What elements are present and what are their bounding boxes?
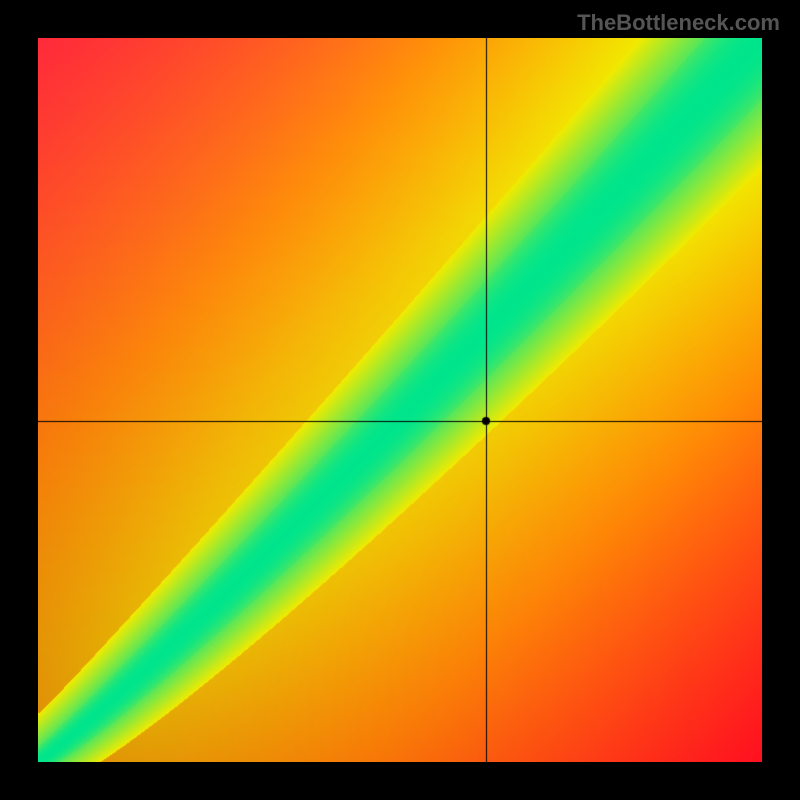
chart-container: TheBottleneck.com bbox=[0, 0, 800, 800]
watermark-text: TheBottleneck.com bbox=[577, 10, 780, 36]
bottleneck-heatmap-canvas bbox=[38, 38, 762, 762]
